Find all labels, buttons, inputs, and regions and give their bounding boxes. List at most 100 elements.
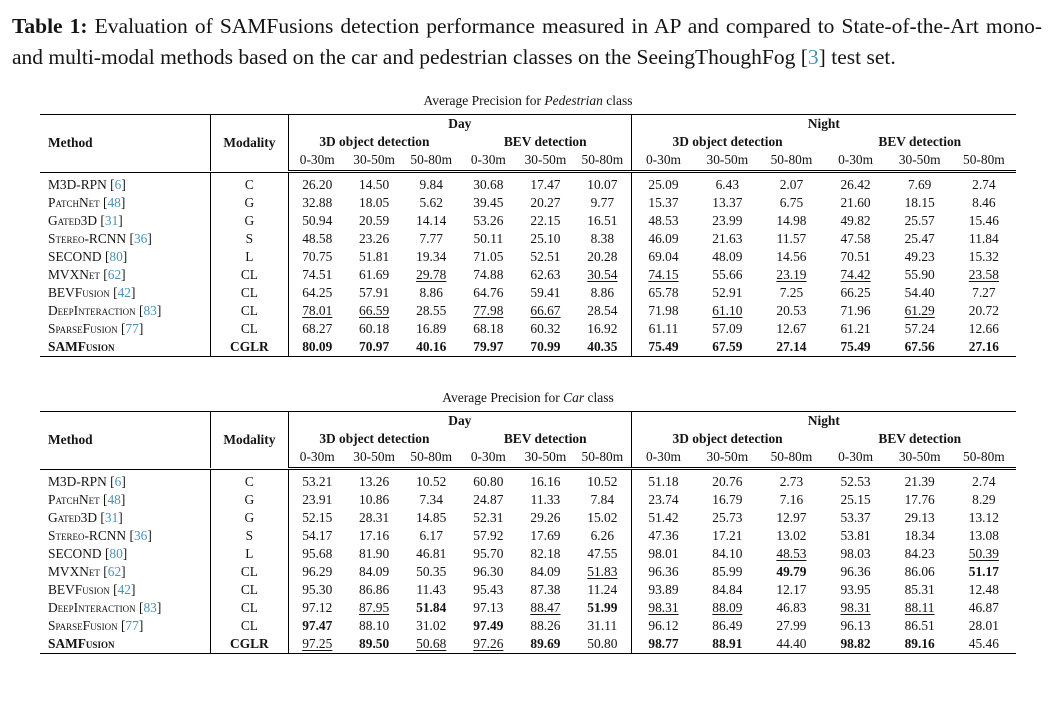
- title-prefix: Average Precision for: [442, 390, 564, 405]
- citation-link[interactable]: [42]: [113, 285, 136, 300]
- value-cell: 88.26: [517, 617, 574, 635]
- value-text: 20.27: [530, 195, 561, 210]
- citation-link[interactable]: [83]: [138, 600, 162, 615]
- value-cell: 12.48: [952, 581, 1016, 599]
- value-text: 84.09: [530, 564, 561, 579]
- value-text: 9.84: [419, 177, 443, 192]
- citation-link[interactable]: [48]: [102, 492, 126, 507]
- citation-link[interactable]: [62]: [103, 267, 126, 282]
- value-text: 95.43: [473, 582, 504, 597]
- value-text: 15.46: [968, 213, 999, 228]
- value-cell: 98.31: [630, 599, 696, 617]
- citation-link[interactable]: [80]: [104, 249, 128, 264]
- value-cell: 98.77: [630, 635, 696, 654]
- value-cell: 15.46: [952, 212, 1016, 230]
- citation-link[interactable]: [48]: [102, 195, 126, 210]
- value-cell: 21.60: [824, 194, 888, 212]
- value-text: 70.97: [359, 339, 390, 354]
- citation-link[interactable]: [6]: [110, 474, 126, 489]
- night-header: Night: [630, 411, 1016, 430]
- value-text: 50.35: [416, 564, 447, 579]
- value-text: 64.25: [302, 285, 333, 300]
- citation-link[interactable]: [80]: [104, 546, 128, 561]
- value-cell: 98.01: [630, 545, 696, 563]
- value-text: 62.63: [530, 267, 561, 282]
- citation-link[interactable]: [31]: [100, 510, 123, 525]
- citation-link[interactable]: [36]: [129, 231, 152, 246]
- value-cell: 27.16: [952, 338, 1016, 357]
- value-cell: 71.05: [460, 248, 517, 266]
- value-text: 12.97: [776, 510, 807, 525]
- value-text: 64.76: [473, 285, 504, 300]
- value-text: 14.98: [776, 213, 807, 228]
- double-rule-cell: [40, 467, 1016, 470]
- range-header: 50-80m: [574, 448, 632, 468]
- citation-link[interactable]: [62]: [103, 564, 126, 579]
- value-cell: 28.01: [952, 617, 1016, 635]
- table-row: Gated3D [31] G 52.15 28.31 14.85 52.31 29.26 15…: [40, 509, 1016, 527]
- value-text: 95.30: [302, 582, 333, 597]
- citation-link[interactable]: [6]: [110, 177, 126, 192]
- caption-label: Table 1:: [12, 14, 88, 38]
- range-header: 0-30m: [287, 151, 346, 171]
- value-cell: 85.31: [888, 581, 952, 599]
- modality-cell: L: [209, 248, 289, 266]
- value-cell: 68.27: [287, 320, 346, 338]
- value-text: 89.50: [359, 636, 390, 651]
- value-cell: 96.12: [630, 617, 696, 635]
- value-text: 50.39: [968, 546, 999, 561]
- value-text: 31.02: [416, 618, 447, 633]
- title-class-name: Pedestrian: [544, 93, 603, 108]
- value-cell: 53.26: [460, 212, 517, 230]
- value-cell: 8.46: [952, 194, 1016, 212]
- value-text: 74.42: [840, 267, 871, 282]
- value-cell: 55.66: [695, 266, 759, 284]
- value-text: 40.35: [587, 339, 618, 354]
- value-cell: 12.66: [952, 320, 1016, 338]
- value-cell: 68.18: [460, 320, 517, 338]
- value-cell: 84.84: [695, 581, 759, 599]
- citation-link[interactable]: [36]: [129, 528, 152, 543]
- table-row: SECOND [80] L 70.75 51.81 19.34 71.05 52.51 20.…: [40, 248, 1016, 266]
- value-text: 96.12: [648, 618, 679, 633]
- value-cell: 47.55: [574, 545, 631, 563]
- modality-header: Modality: [209, 114, 289, 171]
- value-text: 67.59: [712, 339, 743, 354]
- value-text: 81.90: [359, 546, 390, 561]
- modality-cell: CL: [209, 617, 289, 635]
- value-cell: 66.67: [517, 302, 574, 320]
- value-cell: 88.47: [517, 599, 574, 617]
- value-cell: 6.75: [759, 194, 823, 212]
- value-cell: 25.09: [630, 172, 696, 194]
- citation-link[interactable]: [77]: [120, 321, 144, 336]
- value-text: 7.77: [419, 231, 443, 246]
- value-text: 46.83: [776, 600, 807, 615]
- value-text: 53.37: [840, 510, 871, 525]
- value-cell: 88.91: [695, 635, 759, 654]
- citation-link[interactable]: [83]: [138, 303, 162, 318]
- citation-link[interactable]: [77]: [120, 618, 144, 633]
- value-cell: 55.90: [888, 266, 952, 284]
- value-text: 25.73: [712, 510, 743, 525]
- bev-detection-header: BEV detection: [503, 431, 587, 446]
- value-cell: 17.16: [346, 527, 403, 545]
- value-cell: 47.58: [824, 230, 888, 248]
- citation-number: 83: [143, 303, 157, 318]
- method-name: MVXNet: [48, 267, 100, 282]
- table-row: SAMFusion CGLR 97.25 89.50 50.68 97.26 89.69 50…: [40, 635, 1016, 654]
- range-header: 30-50m: [695, 448, 760, 468]
- citation-link[interactable]: [42]: [113, 582, 136, 597]
- value-text: 17.21: [712, 528, 743, 543]
- citation-link[interactable]: [31]: [100, 213, 123, 228]
- value-cell: 28.54: [574, 302, 631, 320]
- value-cell: 7.34: [403, 491, 460, 509]
- caption-citation[interactable]: [3]: [800, 44, 826, 69]
- value-cell: 61.10: [695, 302, 759, 320]
- value-text: 71.05: [473, 249, 504, 264]
- value-cell: 57.09: [695, 320, 759, 338]
- value-cell: 52.31: [460, 509, 517, 527]
- modality-cell: S: [209, 527, 289, 545]
- method-cell: PatchNet [48]: [40, 194, 210, 212]
- value-cell: 26.20: [287, 172, 346, 194]
- citation-number: 36: [133, 528, 148, 543]
